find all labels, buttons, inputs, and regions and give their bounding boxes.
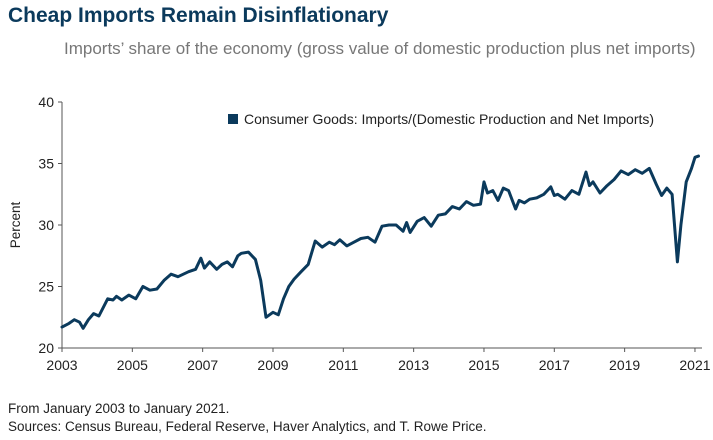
legend-label: Consumer Goods: Imports/(Domestic Produc… (244, 111, 654, 127)
y-tick-label: 40 (38, 94, 54, 110)
chart-legend: Consumer Goods: Imports/(Domestic Produc… (228, 111, 654, 127)
legend-swatch (228, 114, 238, 124)
x-tick-label: 2017 (539, 357, 570, 373)
y-tick-label: 35 (38, 156, 54, 172)
chart-subtitle: Imports’ share of the economy (gross val… (64, 39, 696, 58)
x-tick-label: 2011 (328, 357, 358, 373)
x-tick-label: 2021 (679, 357, 710, 373)
x-tick-label: 2015 (468, 357, 499, 373)
x-tick-label: 2003 (46, 357, 77, 373)
y-axis-label: Percent (8, 201, 23, 248)
sources-note: Sources: Census Bureau, Federal Reserve,… (8, 419, 487, 434)
x-tick-label: 2013 (398, 357, 429, 373)
series-line (60, 154, 700, 330)
x-tick-label: 2007 (187, 357, 218, 373)
period-note: From January 2003 to January 2021. (8, 401, 230, 416)
chart-notes: From January 2003 to January 2021. Sourc… (8, 400, 486, 436)
x-tick-label: 2005 (117, 357, 148, 373)
x-tick-label: 2019 (609, 357, 640, 373)
y-tick-label: 20 (38, 340, 54, 356)
y-tick-label: 25 (38, 279, 54, 295)
chart-ticks: 20 25 30 35 40 2003 2005 2007 2009 2011 2013 2015 20… (38, 94, 710, 373)
x-tick-label: 2009 (257, 357, 288, 373)
y-tick-label: 30 (38, 217, 54, 233)
chart-title: Cheap Imports Remain Disinflationary (8, 4, 389, 27)
chart-series (60, 154, 700, 330)
